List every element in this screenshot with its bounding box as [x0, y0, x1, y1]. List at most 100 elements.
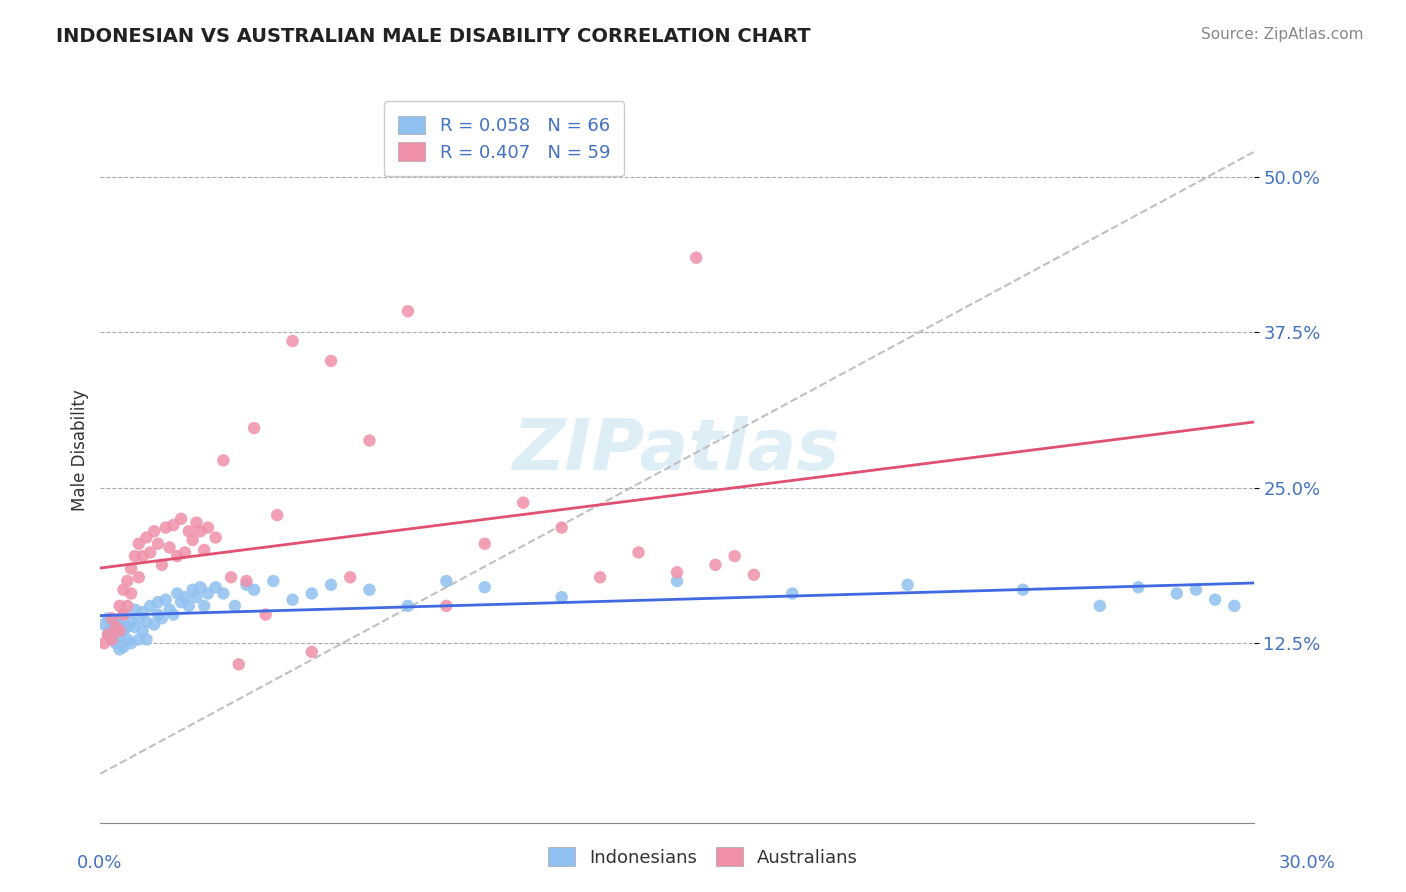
Point [281, 592, 304, 607]
Point [108, 630, 131, 644]
Point [112, 607, 135, 622]
Point [120, 561, 142, 575]
Point [128, 570, 150, 584]
Point [782, 586, 804, 600]
Point [197, 520, 219, 534]
Point [170, 512, 193, 526]
Point [117, 574, 139, 588]
Point [193, 599, 215, 613]
Point [104, 615, 127, 629]
Point [319, 578, 342, 592]
Point [1088, 599, 1111, 613]
Point [143, 524, 166, 539]
Point [108, 642, 131, 657]
Point [101, 632, 124, 647]
Point [117, 599, 139, 613]
Point [135, 632, 157, 647]
Point [219, 570, 242, 584]
Point [193, 543, 215, 558]
Point [262, 574, 284, 588]
Point [897, 578, 920, 592]
Point [108, 599, 131, 613]
Point [120, 586, 142, 600]
Point [1166, 586, 1188, 600]
Point [112, 607, 135, 622]
Point [143, 617, 166, 632]
Point [627, 545, 650, 559]
Text: Source: ZipAtlas.com: Source: ZipAtlas.com [1201, 27, 1364, 42]
Point [685, 251, 707, 265]
Point [212, 586, 235, 600]
Point [1204, 592, 1226, 607]
Point [135, 531, 157, 545]
Point [155, 520, 177, 534]
Point [266, 508, 288, 522]
Point [97, 627, 120, 641]
Point [724, 549, 747, 563]
Point [108, 617, 131, 632]
Point [112, 640, 135, 654]
Point [174, 590, 197, 604]
Point [117, 620, 139, 634]
Point [131, 624, 153, 638]
Point [93, 636, 115, 650]
Point [117, 632, 139, 647]
Point [742, 567, 765, 582]
Point [474, 537, 496, 551]
Point [186, 516, 208, 530]
Point [112, 582, 135, 597]
Point [204, 580, 226, 594]
Point [181, 533, 204, 547]
Point [1128, 580, 1150, 594]
Point [704, 558, 727, 572]
Point [301, 586, 323, 600]
Legend: Indonesians, Australians: Indonesians, Australians [541, 840, 865, 874]
Point [434, 599, 457, 613]
Point [188, 580, 211, 594]
Text: 30.0%: 30.0% [1279, 854, 1336, 871]
Text: 0.0%: 0.0% [77, 854, 122, 871]
Point [396, 304, 419, 318]
Point [589, 570, 612, 584]
Point [301, 645, 323, 659]
Point [97, 611, 120, 625]
Point [162, 518, 184, 533]
Point [254, 607, 277, 622]
Point [124, 602, 146, 616]
Point [128, 632, 150, 647]
Point [97, 627, 120, 641]
Point [139, 545, 162, 559]
Point [665, 566, 688, 580]
Point [281, 334, 304, 348]
Point [146, 595, 169, 609]
Text: ZIPatlas: ZIPatlas [513, 416, 841, 485]
Point [212, 453, 235, 467]
Y-axis label: Male Disability: Male Disability [72, 390, 89, 511]
Point [319, 354, 342, 368]
Point [474, 580, 496, 594]
Point [188, 524, 211, 539]
Point [665, 574, 688, 588]
Point [101, 620, 124, 634]
Point [174, 545, 197, 559]
Point [550, 520, 572, 534]
Point [197, 586, 219, 600]
Point [101, 611, 124, 625]
Point [150, 558, 173, 572]
Point [243, 421, 266, 435]
Point [120, 636, 142, 650]
Point [128, 611, 150, 625]
Point [235, 574, 257, 588]
Point [235, 578, 257, 592]
Point [135, 615, 157, 629]
Point [146, 607, 169, 622]
Point [204, 531, 226, 545]
Point [128, 537, 150, 551]
Point [512, 496, 534, 510]
Point [1223, 599, 1246, 613]
Point [159, 541, 181, 555]
Point [434, 574, 457, 588]
Point [159, 602, 181, 616]
Point [339, 570, 361, 584]
Point [1012, 582, 1035, 597]
